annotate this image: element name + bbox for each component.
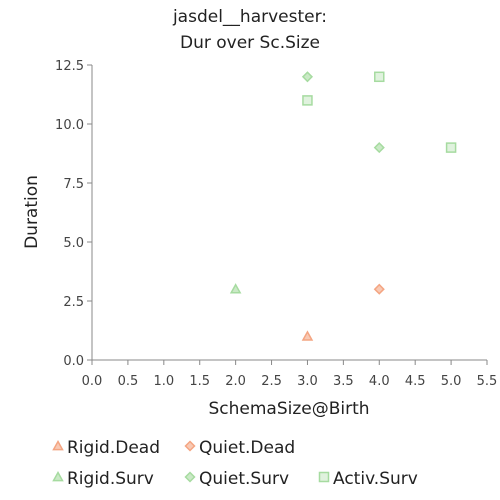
x-tick-label: 3.5 — [333, 374, 354, 389]
data-point-rigid-dead — [301, 330, 314, 341]
data-point-activ-surv — [302, 95, 313, 106]
legend-label: Quiet.Dead — [199, 438, 295, 458]
x-tick-label: 5.0 — [441, 374, 462, 389]
legend-marker — [318, 471, 330, 483]
data-point-activ-surv — [374, 71, 385, 83]
legend-marker — [184, 440, 196, 452]
data-points — [229, 71, 457, 341]
x-axis-label: SchemaSize@Birth — [208, 399, 369, 419]
x-tick-label: 1.0 — [153, 374, 174, 389]
legend-marker — [52, 439, 64, 451]
chart-title-line1: jasdel__harvester: — [172, 7, 327, 27]
x-tick-label: 5.5 — [477, 374, 498, 389]
data-point-rigid-surv — [229, 283, 242, 294]
x-tick-label: 2.0 — [225, 374, 246, 389]
data-point-activ-surv — [445, 142, 457, 153]
data-point-quiet-dead — [373, 283, 385, 295]
legend-marker — [184, 471, 196, 483]
legend-label: Quiet.Surv — [199, 469, 289, 489]
data-point-quiet-surv — [373, 142, 385, 154]
x-tick-label: 2.5 — [261, 374, 282, 389]
x-tick-label: 1.5 — [189, 374, 210, 389]
y-axis-label: Duration — [22, 175, 42, 249]
y-tick-label: 10.0 — [55, 118, 84, 133]
y-tick-label: 2.5 — [63, 295, 84, 310]
legend-label: Activ.Surv — [333, 469, 418, 489]
plot-area — [91, 65, 487, 361]
x-tick-label: 4.0 — [369, 374, 390, 389]
legend-label: Rigid.Dead — [67, 438, 160, 458]
x-tick-label: 0.0 — [82, 374, 103, 389]
legend-marker — [52, 470, 64, 482]
legend-label: Rigid.Surv — [67, 469, 154, 489]
x-tick-label: 4.5 — [405, 374, 426, 389]
data-point-quiet-surv — [301, 71, 314, 83]
y-tick-label: 5.0 — [63, 236, 84, 251]
y-tick-label: 12.5 — [55, 59, 84, 74]
x-tick-label: 3.0 — [297, 374, 318, 389]
y-tick-label: 7.5 — [63, 177, 84, 192]
y-tick-label: 0.0 — [63, 354, 84, 369]
x-tick-label: 0.5 — [118, 374, 139, 389]
chart-title-line2: Dur over Sc.Size — [180, 33, 320, 53]
legend: Rigid.Dead Quiet.Dead Rigid.Surv Quiet.Surv… — [52, 438, 418, 489]
axis-ticks: 0.0 0.5 1.0 1.5 2.0 2.5 3.0 3.5 4.0 4.5 5.0 5.5 0.0 2… — [55, 59, 497, 389]
